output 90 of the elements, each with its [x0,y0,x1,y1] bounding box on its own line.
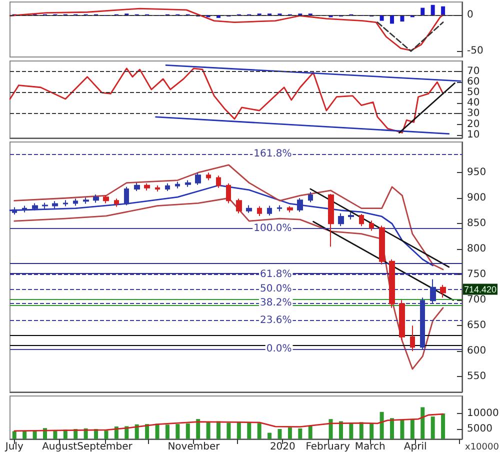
y-tick-label: 700 [467,294,486,306]
line-series [14,164,444,270]
annotation: 100.0% [254,223,292,234]
candlestick [175,181,180,189]
candlestick [348,212,354,220]
candlestick [430,278,436,304]
y-tick-label: 650 [467,320,486,332]
x-tick-label: March [354,442,386,452]
annotation: 38.2% [260,298,292,309]
candlestick [206,172,211,181]
candlestick [277,204,282,212]
candlestick [185,180,191,188]
candlestick [399,300,405,340]
candlestick [359,213,364,227]
candlestick [144,182,150,191]
candlestick [297,198,303,212]
line-series [9,68,444,134]
candlestick [410,325,415,352]
candlestick [12,206,17,215]
bar [390,15,394,24]
x-tick-label: September [77,442,134,452]
candlestick [226,182,231,204]
candlestick [114,198,119,208]
bar [420,8,425,16]
candlestick [328,194,334,248]
candlestick [32,202,38,211]
candlestick [93,194,99,204]
y-tick-label: 10000 [467,408,499,419]
x-tick-label: July [4,442,24,452]
y-tick-label: 60 [467,76,480,88]
candlestick [73,198,78,206]
y-tick-label: 950 [467,167,486,178]
y-tick-label: 900 [467,192,486,204]
y-tick-label: 20 [467,118,480,130]
candlestick [267,205,272,216]
x-tick-label: August [42,442,78,452]
y-tick-label: -50 [467,46,484,57]
x-tick-label: February [306,442,350,452]
bar [380,15,384,21]
candlestick [236,198,242,214]
line-series [9,8,444,52]
y-tick-label: 0 [467,10,474,21]
y-tick-label: 750 [467,269,486,280]
annotation: 23.6% [260,315,292,326]
annotation: 61.8% [260,269,292,280]
candlestick [287,206,293,213]
line-series [14,413,444,432]
line-series [14,197,444,370]
candlestick [379,225,385,265]
y-tick-label: 600 [467,346,486,357]
y-tick-label: 5000 [467,424,492,435]
candlestick [308,192,313,203]
annotation: 161.8% [254,148,292,160]
candlestick [257,206,262,216]
annotation: 714.420 [464,284,497,294]
candlestick [216,175,221,188]
candlestick [165,182,170,192]
x-tick-label: April [404,442,427,452]
candlestick [22,205,27,213]
candlestick [420,297,425,350]
y-tick-label: 850 [467,218,486,230]
x-tick-label: 2020 [270,442,296,452]
y-tick-label: 70 [467,66,480,78]
candlestick [246,204,252,214]
x-tick-label: November [168,442,221,452]
bar [430,4,435,16]
candlestick [103,194,109,204]
candlestick [83,197,89,204]
candlestick [42,202,48,210]
y-tick-label: 10 [467,129,480,140]
candlestick [155,184,160,192]
line-series [9,184,434,266]
annotation: 0.0% [266,344,292,355]
y-tick-label: 800 [467,244,486,255]
candlestick [63,200,68,207]
candlestick [134,182,140,192]
candlestick [369,220,374,232]
y-tick-label: 30 [467,108,480,120]
y-tick-label: 550 [467,371,486,382]
candlestick [338,212,344,227]
y-tick-label: 50 [467,87,480,98]
bar [441,6,446,16]
annotation: 50.0% [260,283,292,294]
candlestick [440,284,446,298]
y-tick-label: 40 [467,98,480,109]
candlestick [52,200,58,209]
candlestick [195,172,201,186]
candlestick [389,258,395,308]
candlestick [124,186,129,206]
text: x10000 [465,442,500,452]
